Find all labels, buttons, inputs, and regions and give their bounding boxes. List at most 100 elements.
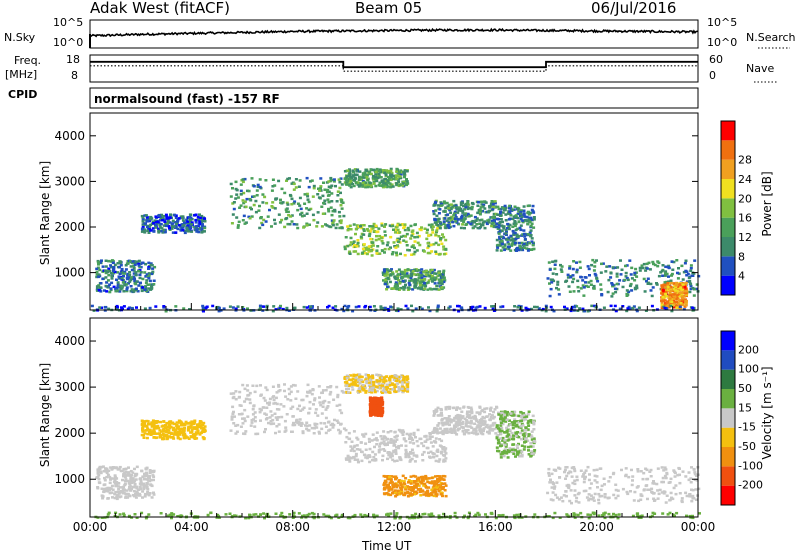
velocity-cell [252, 405, 256, 408]
power-cell [398, 237, 401, 241]
power-cell [645, 262, 649, 266]
power-cell [122, 290, 126, 293]
velocity-cell [99, 470, 103, 474]
velocity-cell [428, 432, 432, 435]
power-cell [480, 200, 484, 203]
power-cell [390, 173, 394, 176]
velocity-cell [462, 405, 466, 408]
velocity-cell [275, 391, 279, 394]
velocity-cell [366, 374, 370, 377]
power-cell [670, 260, 674, 263]
power-cell [519, 209, 523, 212]
power-cell [415, 249, 419, 252]
power-cell [108, 283, 112, 286]
power-cell [436, 305, 440, 309]
velocity-cell [404, 455, 408, 459]
power-cell [389, 246, 392, 249]
velocity-cell [101, 497, 105, 500]
velocity-cell [180, 431, 184, 434]
power-cell [385, 185, 389, 189]
power-cell [152, 230, 156, 233]
velocity-cell [430, 482, 434, 485]
power-cell [408, 279, 412, 283]
velocity-cell [374, 380, 378, 384]
power-cell [343, 177, 347, 180]
power-cell [433, 217, 437, 221]
power-cell [231, 187, 234, 190]
velocity-cell [472, 417, 476, 420]
power-cell [185, 218, 189, 222]
power-cell [271, 309, 275, 313]
velocity-cell [412, 431, 416, 435]
velocity-cell [97, 473, 101, 477]
power-cell [139, 281, 142, 285]
velocity-cell [265, 388, 269, 392]
velocity-cell [123, 483, 127, 487]
velocity-cell [398, 481, 401, 484]
velocity-cell [358, 386, 362, 390]
velocity-cell [438, 475, 442, 478]
power-cell [511, 225, 515, 228]
velocity-cell [189, 435, 193, 438]
velocity-cell [461, 420, 465, 424]
velocity-cell [429, 450, 433, 454]
velocity-cell [162, 430, 166, 433]
velocity-cell [382, 430, 386, 433]
power-cell [231, 306, 235, 309]
velocity-cell [470, 426, 474, 429]
power-cell [429, 233, 433, 237]
velocity-cell [284, 395, 288, 398]
velocity-cell [392, 485, 395, 489]
velocity-cell [380, 401, 384, 405]
velocity-cell [454, 422, 458, 426]
power-cell [264, 179, 268, 182]
power-cell [679, 292, 683, 296]
velocity-cell [404, 477, 408, 480]
velocity-cell [351, 388, 355, 391]
power-cell [684, 292, 688, 295]
power-cell [290, 220, 294, 223]
power-cell [666, 284, 669, 287]
power-cell [439, 201, 443, 204]
velocity-cell [196, 432, 200, 435]
power-cell [501, 207, 505, 210]
velocity-cell [146, 488, 150, 491]
power-cell [356, 183, 360, 186]
power-cell [682, 295, 686, 298]
power-cell [345, 183, 349, 186]
power-cell [201, 230, 205, 233]
velocity-cell [443, 417, 447, 420]
power-cell [346, 225, 350, 228]
power-cell [95, 287, 99, 290]
velocity-cell [405, 375, 409, 378]
velocity-cell [106, 473, 110, 477]
power-cell [521, 219, 525, 222]
velocity-cell [401, 474, 405, 478]
velocity-cell [438, 438, 442, 441]
velocity-cell [183, 432, 187, 436]
velocity-cell [142, 436, 146, 439]
power-cell [577, 290, 581, 293]
velocity-cell [475, 426, 479, 429]
velocity-cell [458, 415, 462, 419]
power-cell [342, 214, 346, 218]
velocity-cell [246, 389, 250, 392]
power-cell [100, 306, 103, 309]
power-cell [626, 278, 630, 282]
power-cell [387, 175, 390, 179]
power-cell [476, 204, 480, 207]
velocity-cell [493, 421, 497, 425]
velocity-cell [148, 471, 152, 474]
velocity-cell [113, 496, 117, 500]
power-cell [97, 273, 101, 277]
velocity-cell [126, 492, 130, 496]
power-cell [470, 205, 474, 209]
velocity-cell [467, 410, 471, 413]
velocity-cell [495, 427, 498, 430]
velocity-cell [143, 432, 147, 435]
velocity-cell [301, 398, 305, 402]
velocity-cell [444, 484, 448, 487]
power-cell [374, 184, 378, 188]
velocity-cell [253, 390, 257, 394]
velocity-cell [189, 431, 193, 434]
